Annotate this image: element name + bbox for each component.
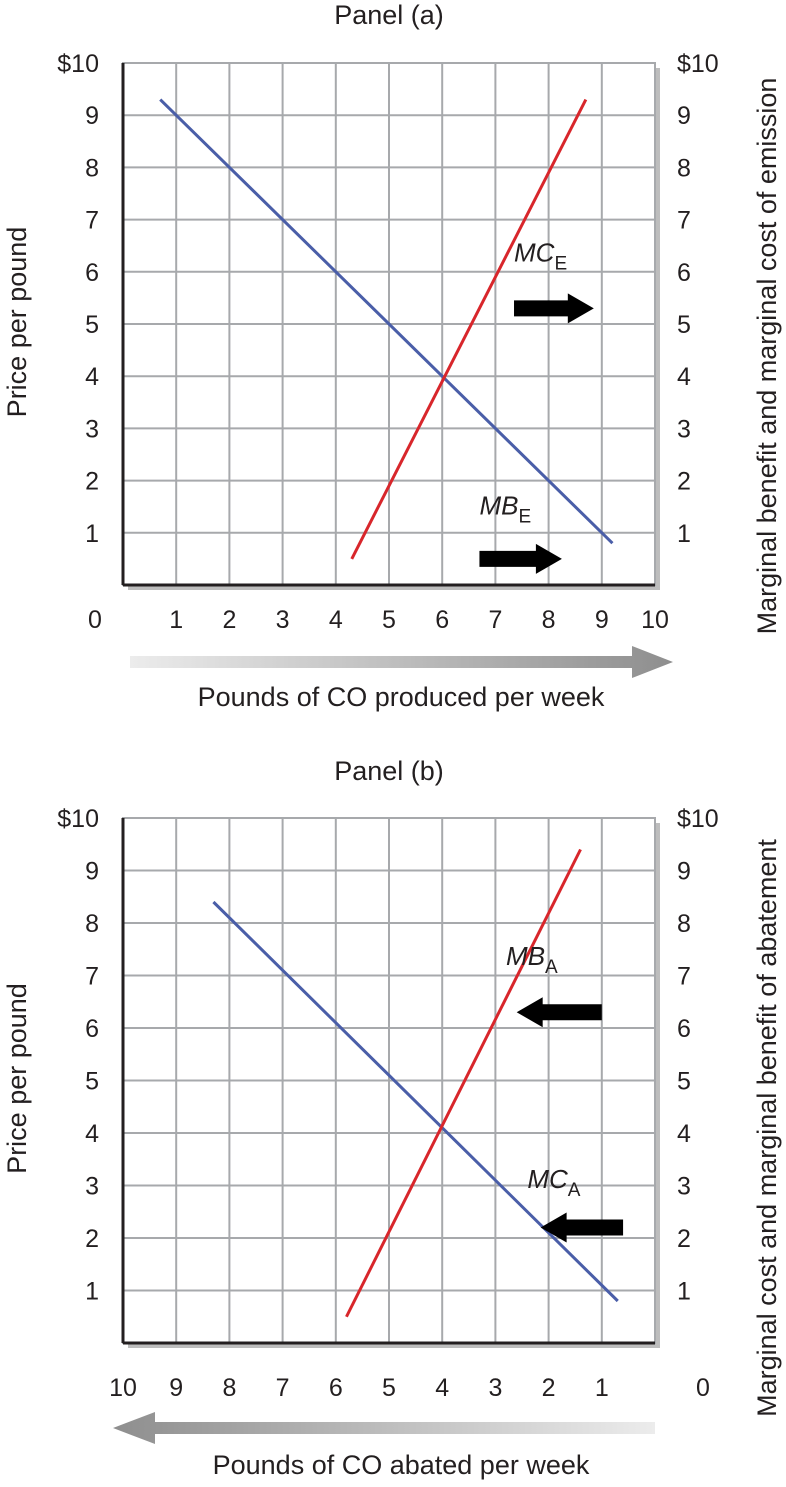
- y-tick-label-right: $10: [677, 805, 719, 833]
- y-axis-title-left: Price per pound: [2, 227, 32, 418]
- curve-label-subscript: E: [518, 507, 531, 528]
- curve-label-main: MC: [514, 237, 555, 267]
- curve-label-mb: MBE: [479, 491, 531, 528]
- x-tick-label: 9: [595, 606, 609, 634]
- y-tick-label-left: 9: [85, 858, 99, 886]
- x-tick-label: 4: [329, 606, 343, 634]
- y-tick-label-left: 3: [85, 1173, 99, 1201]
- x-tick-label: 2: [222, 606, 236, 634]
- panel-title: Panel (a): [334, 0, 444, 30]
- x-tick-label: 8: [542, 606, 556, 634]
- curve-label-subscript: A: [545, 957, 558, 978]
- y-tick-label-right: 4: [677, 363, 691, 391]
- x-direction-arrow: [113, 1412, 655, 1444]
- x-direction-arrow: [130, 646, 673, 678]
- y-tick-label-left: 2: [85, 1225, 99, 1253]
- y-tick-label-left: 9: [85, 102, 99, 130]
- y-tick-label-left: 6: [85, 259, 99, 287]
- y-axis-title-right: Marginal benefit and marginal cost of em…: [752, 78, 782, 635]
- y-tick-label-left: 4: [85, 363, 99, 391]
- y-tick-label-right: 6: [677, 1015, 691, 1043]
- x-tick-label: 0: [696, 1374, 710, 1402]
- x-tick-label: 3: [488, 1374, 502, 1402]
- curve-label-subscript: A: [568, 1180, 581, 1201]
- y-tick-label-left: 2: [85, 468, 99, 496]
- y-tick-label-left: 5: [85, 1068, 99, 1096]
- shift-arrow-mb: [479, 543, 562, 574]
- x-tick-label: 3: [276, 606, 290, 634]
- y-tick-label-left: 7: [85, 207, 99, 235]
- x-tick-label: 1: [169, 606, 183, 634]
- y-tick-label-left: 1: [85, 1278, 99, 1306]
- y-tick-label-right: 9: [677, 858, 691, 886]
- y-tick-label-left: 7: [85, 963, 99, 991]
- y-tick-label-right: $10: [677, 50, 719, 78]
- y-tick-label-right: 1: [677, 1278, 691, 1306]
- curve-label-main: MB: [506, 941, 545, 971]
- curve-label-mb: MBA: [506, 941, 558, 978]
- y-tick-label-right: 5: [677, 311, 691, 339]
- y-tick-label-right: 6: [677, 259, 691, 287]
- y-tick-label-right: 3: [677, 415, 691, 443]
- x-tick-label: 5: [382, 606, 396, 634]
- curve-label-main: MC: [527, 1164, 568, 1194]
- curve-label-mc: MCE: [514, 237, 567, 274]
- x-tick-label: 7: [276, 1374, 290, 1402]
- panel-title: Panel (b): [334, 756, 444, 786]
- y-tick-label-left: $10: [57, 50, 99, 78]
- y-axis-title-left: Price per pound: [2, 983, 32, 1174]
- y-tick-label-right: 1: [677, 520, 691, 548]
- curve-mb: [345, 848, 582, 1318]
- shift-arrow-mc: [514, 293, 594, 324]
- y-tick-label-left: 5: [85, 311, 99, 339]
- y-tick-label-left: 8: [85, 154, 99, 182]
- x-tick-label: 10: [641, 606, 669, 634]
- y-tick-label-left: 4: [85, 1120, 99, 1148]
- y-tick-label-right: 8: [677, 910, 691, 938]
- curve-mb: [159, 98, 614, 545]
- y-tick-label-left: 8: [85, 910, 99, 938]
- y-tick-label-left: 3: [85, 415, 99, 443]
- x-axis-title: Pounds of CO produced per week: [198, 682, 605, 712]
- x-tick-label: 5: [382, 1374, 396, 1402]
- x-tick-label: 2: [542, 1374, 556, 1402]
- y-tick-label-right: 7: [677, 963, 691, 991]
- curve-label-main: MB: [479, 491, 518, 521]
- y-tick-label-right: 9: [677, 102, 691, 130]
- x-tick-label: 9: [169, 1374, 183, 1402]
- x-tick-label: 8: [222, 1374, 236, 1402]
- x-tick-label: 10: [109, 1374, 137, 1402]
- y-tick-label-left: $10: [57, 805, 99, 833]
- x-tick-label: 7: [488, 606, 502, 634]
- grid: [123, 818, 655, 1343]
- curve-label-mc: MCA: [527, 1164, 580, 1201]
- y-tick-label-right: 7: [677, 207, 691, 235]
- y-tick-label-right: 3: [677, 1173, 691, 1201]
- shift-arrow-mc: [540, 1212, 624, 1243]
- y-tick-label-right: 4: [677, 1120, 691, 1148]
- y-tick-label-left: 1: [85, 520, 99, 548]
- y-tick-label-left: 6: [85, 1015, 99, 1043]
- x-tick-label: 4: [435, 1374, 449, 1402]
- x-tick-label: 6: [435, 606, 449, 634]
- y-tick-label-right: 2: [677, 468, 691, 496]
- y-tick-label-right: 2: [677, 1225, 691, 1253]
- y-tick-label-right: 8: [677, 154, 691, 182]
- x-tick-label: 6: [329, 1374, 343, 1402]
- x-tick-label: 0: [88, 606, 102, 634]
- curve-mc: [350, 98, 588, 560]
- curve-label-subscript: E: [554, 253, 567, 274]
- shift-arrow-mb: [516, 997, 602, 1028]
- curve-mc: [212, 900, 619, 1303]
- panel-a: Panel (a) 1 2 3 4 5 6 7 8 9 $10 1 2 3 4 5 6 7 8 9 $10 0 1 2 3 4 5 6…: [2, 0, 782, 712]
- grid: [123, 63, 655, 585]
- x-axis-title: Pounds of CO abated per week: [213, 1450, 590, 1480]
- y-tick-label-right: 5: [677, 1068, 691, 1096]
- y-axis-title-right: Marginal cost and marginal benefit of ab…: [752, 839, 782, 1417]
- x-tick-label: 1: [595, 1374, 609, 1402]
